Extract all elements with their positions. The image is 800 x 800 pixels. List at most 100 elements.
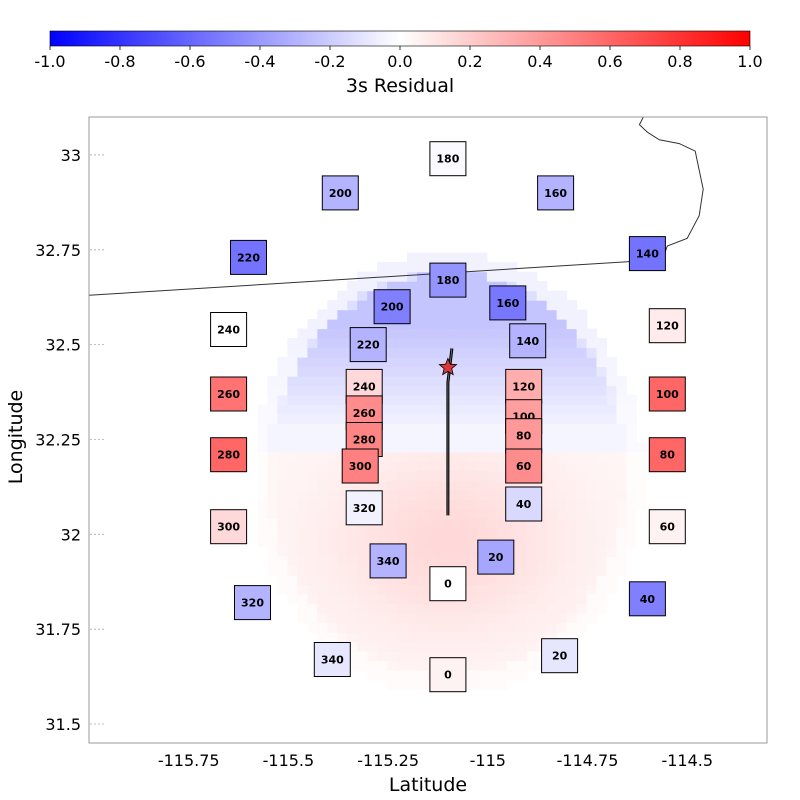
heat-cell <box>456 461 468 472</box>
heat-cell <box>466 300 478 311</box>
heat-cell <box>546 527 558 538</box>
heat-cell <box>496 594 508 605</box>
station-marker: 260 <box>210 376 248 412</box>
heat-cell <box>576 423 588 434</box>
heat-cell <box>317 575 328 586</box>
heat-cell <box>317 470 328 481</box>
heat-cell <box>347 641 358 652</box>
heat-cell <box>496 328 508 339</box>
heat-cell <box>387 262 398 273</box>
heat-cell <box>437 451 448 462</box>
heat-cell <box>387 451 398 462</box>
heat-cell <box>357 546 368 557</box>
heat-cell <box>446 641 458 652</box>
station-marker: 140 <box>628 236 666 272</box>
heat-cell <box>357 651 368 662</box>
heat-cell <box>327 423 338 434</box>
heat-cell <box>466 480 478 491</box>
station-box <box>429 141 467 177</box>
station-label: 160 <box>496 297 519 310</box>
heat-cell <box>596 489 608 500</box>
heat-cell <box>556 338 568 349</box>
heat-cell <box>596 556 608 567</box>
heat-cell <box>606 404 618 415</box>
heat-cell <box>397 328 408 339</box>
heat-cell <box>257 489 269 500</box>
station-box <box>234 585 271 621</box>
heat-cell <box>297 480 308 491</box>
heat-cell <box>337 290 348 301</box>
heat-cell <box>456 508 468 519</box>
heat-cell <box>367 632 378 643</box>
heat-cell <box>566 404 578 415</box>
heat-cell <box>576 537 588 548</box>
heat-cell <box>446 328 458 339</box>
heat-cell <box>287 489 298 500</box>
heat-cell <box>456 651 468 662</box>
heat-cell <box>566 375 578 386</box>
heat-cell <box>476 404 488 415</box>
heat-cell <box>437 499 448 510</box>
heat-cell <box>606 385 618 396</box>
heat-cell <box>446 499 458 510</box>
heat-cell <box>616 537 627 548</box>
heat-cell <box>347 546 358 557</box>
heat-cell <box>576 413 588 424</box>
heat-cell <box>516 527 528 538</box>
heat-cell <box>586 423 598 434</box>
heat-cell <box>327 319 338 330</box>
heat-cell <box>586 546 598 557</box>
heat-cell <box>476 575 488 586</box>
heat-cell <box>417 442 428 453</box>
heat-cell <box>626 527 637 538</box>
station-marker: 40 <box>628 581 666 617</box>
heat-cell <box>506 575 518 586</box>
heat-cell <box>307 394 318 405</box>
heat-cell <box>626 451 637 462</box>
heat-cell <box>437 432 448 443</box>
heat-cell <box>357 556 368 567</box>
heat-cell <box>347 319 358 330</box>
heat-cell <box>297 385 308 396</box>
heat-cell <box>397 603 408 614</box>
heat-cell <box>377 480 388 491</box>
heat-cell <box>496 518 508 529</box>
heat-cell <box>596 442 608 453</box>
y-tick-label: 32.75 <box>35 241 81 260</box>
heat-cell <box>496 584 508 595</box>
heat-cell <box>456 622 468 633</box>
station-marker: 0 <box>429 657 467 693</box>
heat-cell <box>277 413 288 424</box>
heat-cell <box>456 252 468 263</box>
heat-cell <box>586 328 598 339</box>
heat-cell <box>566 565 578 576</box>
heat-cell <box>536 565 548 576</box>
heat-cell <box>327 489 338 500</box>
heat-cell <box>407 679 418 690</box>
heat-cell <box>307 375 318 386</box>
heat-cell <box>546 357 558 368</box>
heat-cell <box>417 613 428 624</box>
heat-cell <box>407 300 418 311</box>
heat-cell <box>397 613 408 624</box>
heat-cell <box>486 518 498 529</box>
heat-cell <box>427 357 438 368</box>
heat-cell <box>496 319 508 330</box>
heat-cell <box>586 375 598 386</box>
heat-cell <box>287 442 298 453</box>
heat-cell <box>466 546 478 557</box>
heat-cell <box>576 375 588 386</box>
heat-cell <box>466 660 478 671</box>
heat-cell <box>387 575 398 586</box>
heat-cell <box>397 385 408 396</box>
heat-cell <box>397 338 408 349</box>
colorbar-tick-label: -0.2 <box>314 52 345 71</box>
heat-cell <box>377 594 388 605</box>
heat-cell <box>397 470 408 481</box>
heat-cell <box>437 527 448 538</box>
heat-cell <box>307 423 318 434</box>
heat-cell <box>357 632 368 643</box>
heat-cell <box>596 518 608 529</box>
heat-cell <box>606 442 618 453</box>
heat-cell <box>327 328 338 339</box>
